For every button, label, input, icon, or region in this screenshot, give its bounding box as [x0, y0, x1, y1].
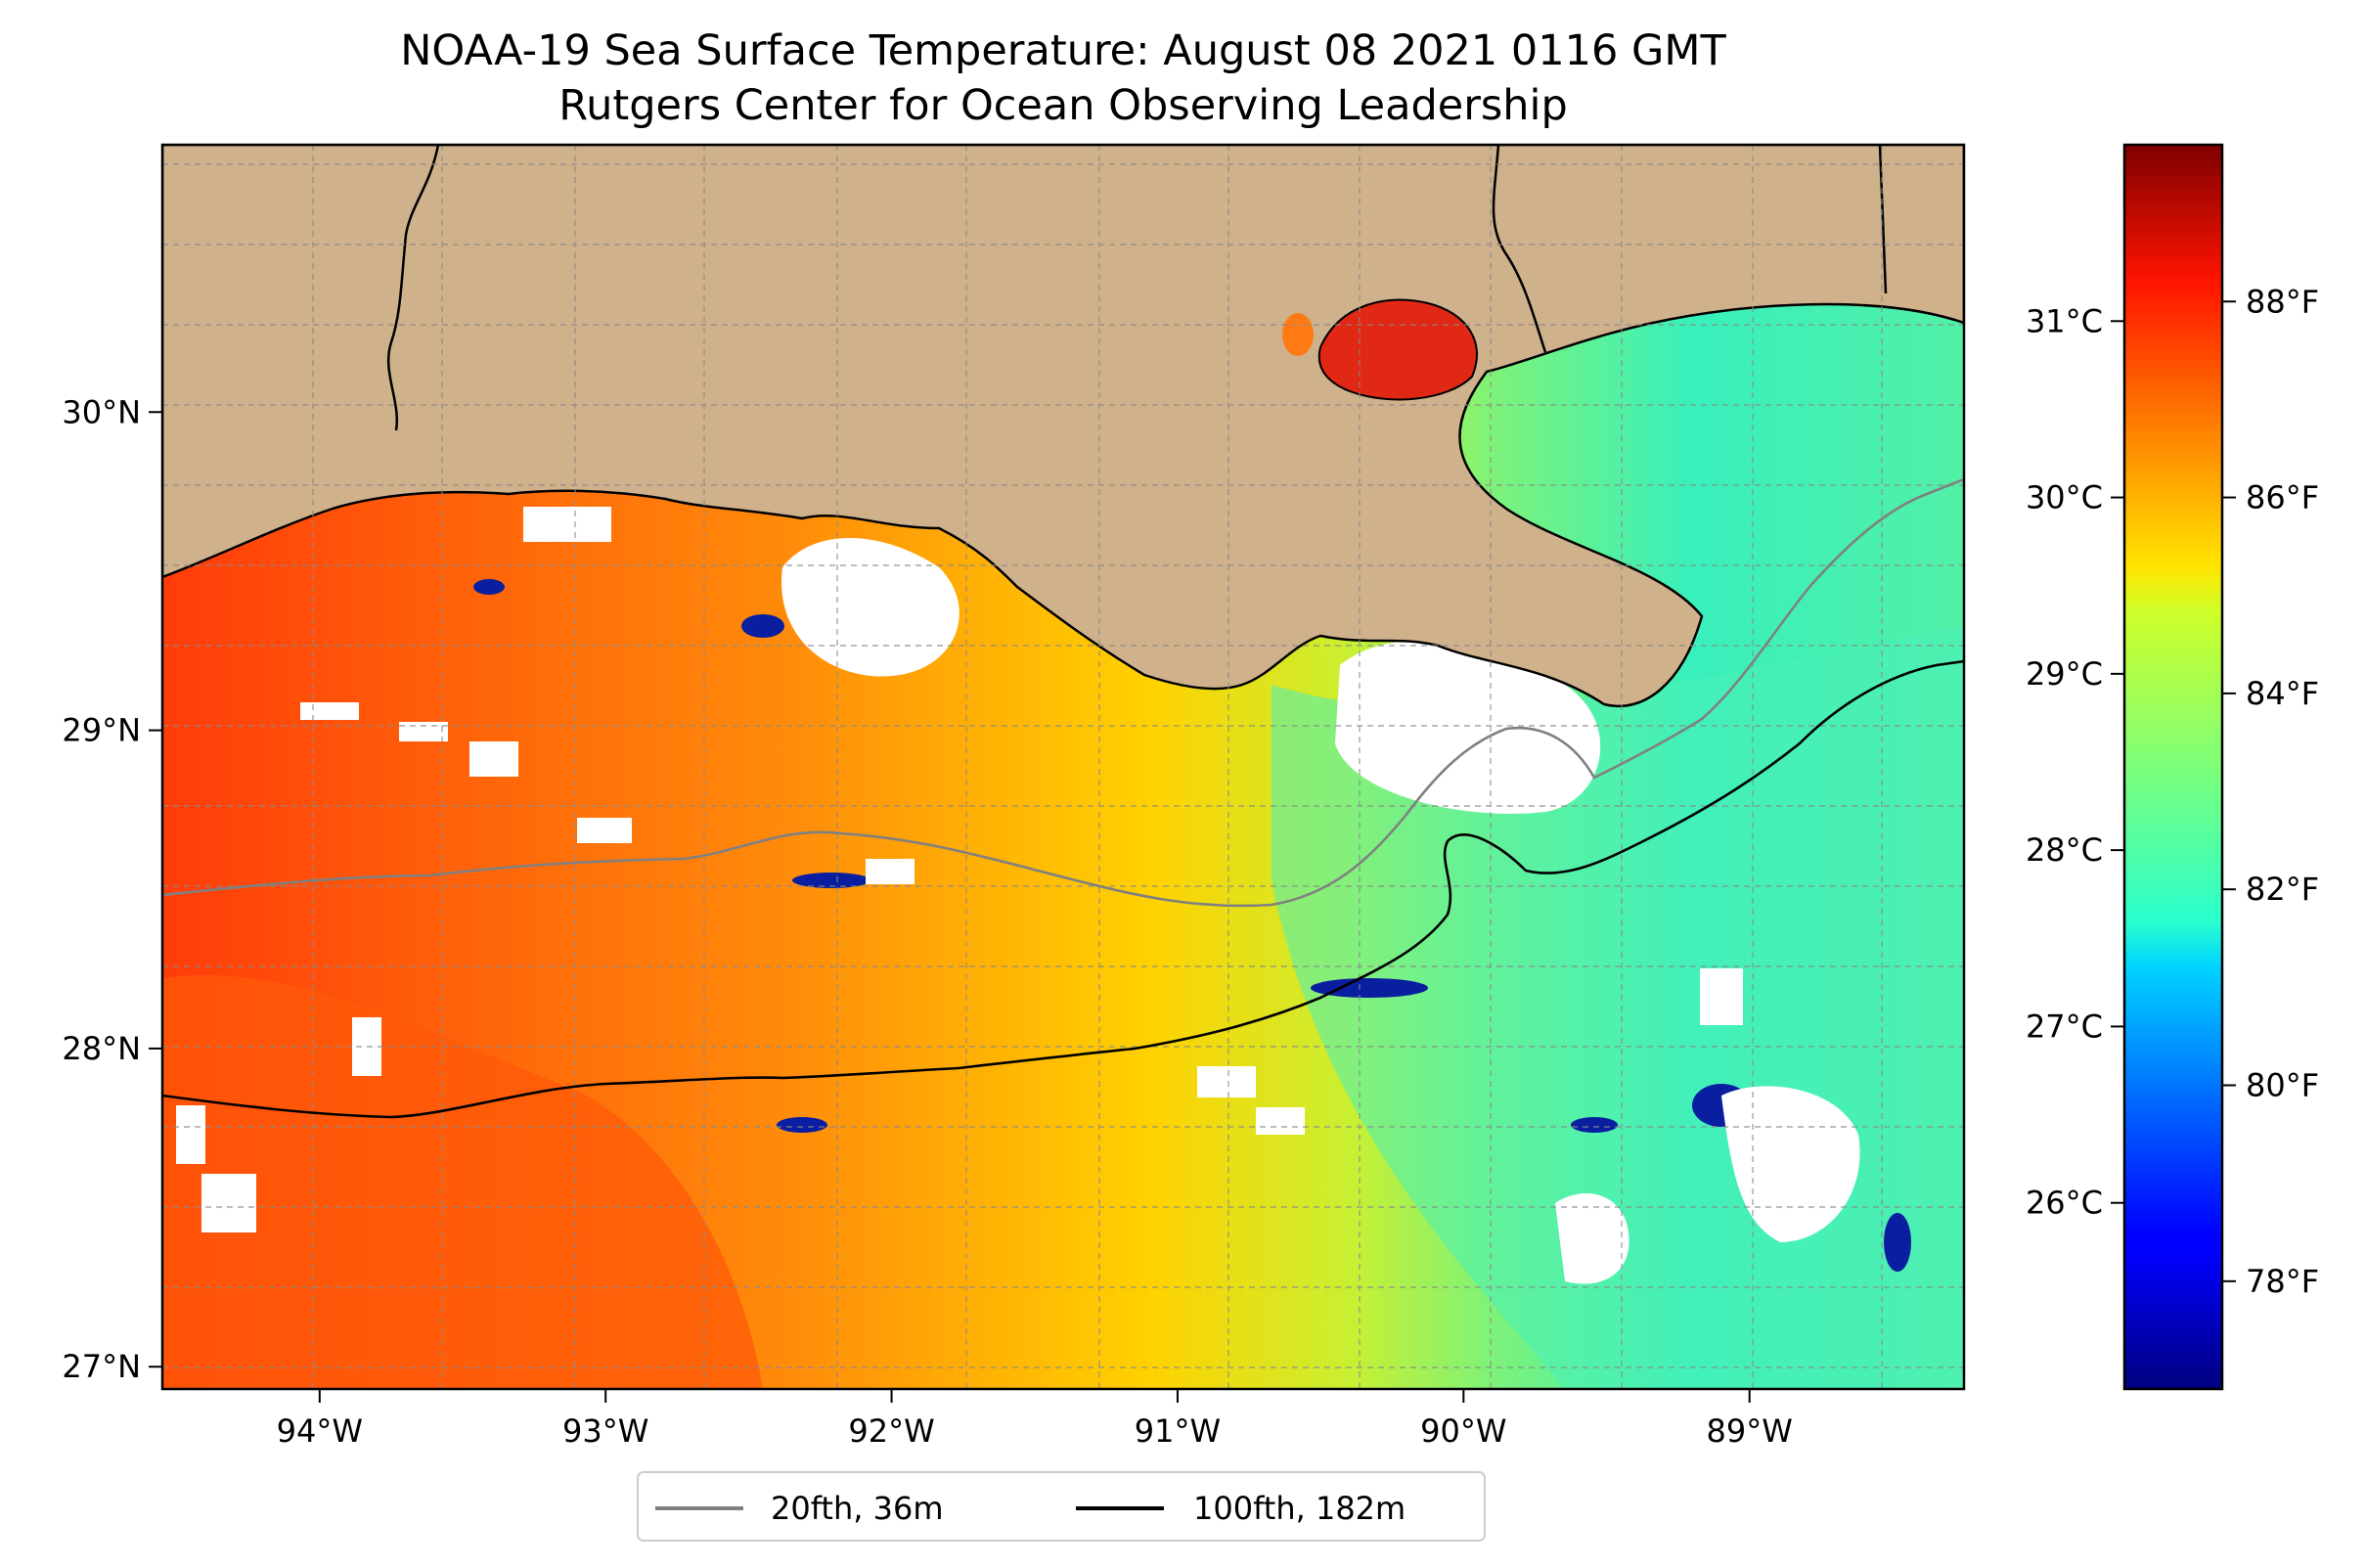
- fahrenheit-tick-label: 84°F: [2246, 675, 2319, 712]
- fahrenheit-tick-label: 82°F: [2246, 871, 2319, 908]
- isobath-20fth: [162, 477, 1964, 908]
- legend: 20fth, 36m 100fth, 182m: [637, 1471, 1486, 1542]
- celsius-tick-label: 30°C: [2026, 479, 2103, 516]
- land: [162, 145, 1964, 708]
- colorbar-fahrenheit-ticks: 78°F 80°F 82°F 84°F 86°F 88°F: [2222, 283, 2319, 1300]
- lake-small-patch: [1282, 313, 1314, 356]
- x-tick-label: 92°W: [848, 1412, 934, 1450]
- fahrenheit-tick-label: 78°F: [2246, 1263, 2319, 1300]
- title-line-2: Rutgers Center for Ocean Observing Leade…: [558, 81, 1568, 130]
- gridlines: [162, 145, 1964, 1389]
- title-line-1: NOAA-19 Sea Surface Temperature: August …: [400, 26, 1726, 75]
- y-tick-label: 28°N: [62, 1030, 141, 1067]
- celsius-tick-label: 27°C: [2026, 1008, 2103, 1045]
- colorbar-celsius-ticks: 26°C 27°C 28°C 29°C 30°C 31°C: [2026, 302, 2124, 1222]
- celsius-tick-label: 26°C: [2026, 1185, 2103, 1222]
- x-tick-label: 89°W: [1707, 1412, 1793, 1450]
- x-tick-label: 90°W: [1420, 1412, 1506, 1450]
- y-axis-ticks: 27°N 28°N 29°N 30°N: [62, 393, 162, 1385]
- fahrenheit-tick-label: 86°F: [2246, 479, 2319, 516]
- no-data-regions: [176, 507, 1860, 1284]
- x-tick-label: 91°W: [1135, 1412, 1221, 1450]
- state-boundary-ms-al: [1878, 145, 1888, 294]
- map-panel: [162, 145, 1964, 1389]
- y-tick-label: 30°N: [62, 393, 141, 430]
- celsius-tick-label: 28°C: [2026, 831, 2103, 869]
- y-tick-label: 29°N: [62, 712, 141, 749]
- x-axis-ticks: 94°W 93°W 92°W 91°W 90°W 89°W: [277, 1389, 1793, 1450]
- isobath-100fth: [162, 659, 1964, 1119]
- x-tick-label: 94°W: [277, 1412, 363, 1450]
- map-frame: [160, 143, 1966, 1391]
- colorbar: [2122, 143, 2224, 1391]
- legend-box: [637, 1471, 1486, 1542]
- celsius-tick-label: 29°C: [2026, 655, 2103, 693]
- fahrenheit-tick-label: 80°F: [2246, 1067, 2319, 1104]
- x-tick-label: 93°W: [562, 1412, 648, 1450]
- state-boundary-east: [1492, 145, 1547, 353]
- celsius-tick-label: 31°C: [2026, 302, 2103, 339]
- legend-label-100fth: 100fth, 182m: [1193, 1490, 1406, 1527]
- y-tick-label: 27°N: [62, 1348, 141, 1385]
- legend-label-20fth: 20fth, 36m: [771, 1490, 943, 1527]
- state-boundary-west: [386, 145, 440, 431]
- fahrenheit-tick-label: 88°F: [2246, 283, 2319, 320]
